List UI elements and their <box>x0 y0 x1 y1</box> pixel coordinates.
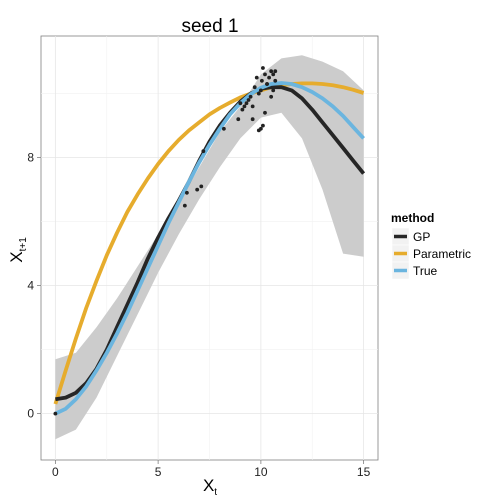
series-line-true <box>54 81 365 416</box>
x-tick-label: 5 <box>155 465 162 479</box>
x-tick-label: 0 <box>52 465 59 479</box>
observation-point <box>256 128 261 133</box>
observation-point <box>261 123 265 128</box>
observation-point <box>195 187 200 192</box>
series-line-parametric <box>53 81 365 405</box>
legend: method GP Parametric True <box>391 211 471 280</box>
observation-point <box>248 94 253 99</box>
observation-point <box>254 75 259 80</box>
observation-point <box>258 88 263 93</box>
y-tick-label: 8 <box>27 151 34 165</box>
observation-point <box>273 69 278 74</box>
observation-point <box>182 203 187 208</box>
observation-point <box>250 117 255 122</box>
observation-point <box>184 190 189 195</box>
confidence-band <box>55 55 364 440</box>
legend-label-gp: GP <box>413 230 430 244</box>
observation-point <box>240 107 245 112</box>
observation-point <box>271 72 276 77</box>
x-axis-ticks: 0 5 10 15 <box>52 460 371 479</box>
x-tick-label: 10 <box>254 465 268 479</box>
observation-point <box>259 78 264 83</box>
observation-point <box>242 104 247 109</box>
observation-point <box>221 126 226 131</box>
series-lines <box>53 81 366 416</box>
observation-point <box>256 91 261 96</box>
observation-point <box>267 75 271 80</box>
observation-point <box>273 78 278 83</box>
observation-point <box>250 104 255 109</box>
y-axis-title: Xt+1 <box>7 237 29 263</box>
legend-label-true: True <box>413 264 438 278</box>
observation-point <box>252 85 257 90</box>
observation-point <box>271 88 276 93</box>
observation-points <box>53 66 278 416</box>
observation-point <box>53 411 58 416</box>
observation-point <box>263 110 267 115</box>
observation-point <box>199 184 204 189</box>
observation-point <box>244 101 249 106</box>
observation-point <box>201 149 206 154</box>
observation-point <box>263 72 267 77</box>
observation-point <box>246 98 251 102</box>
y-tick-label: 0 <box>27 407 34 421</box>
observation-point <box>238 101 243 106</box>
observation-point <box>261 66 265 70</box>
legend-title: method <box>391 211 434 225</box>
chart-title: seed 1 <box>181 16 238 37</box>
y-tick-label: 4 <box>27 279 34 293</box>
x-axis-title: Xt <box>203 476 217 498</box>
y-axis-ticks: 0 4 8 <box>27 151 41 421</box>
observation-point <box>265 82 269 86</box>
x-tick-label: 15 <box>357 465 371 479</box>
legend-label-parametric: Parametric <box>413 247 471 261</box>
observation-point <box>269 69 274 74</box>
observation-point <box>269 94 274 99</box>
gp-confidence-band <box>55 55 364 440</box>
observation-point <box>236 117 241 122</box>
